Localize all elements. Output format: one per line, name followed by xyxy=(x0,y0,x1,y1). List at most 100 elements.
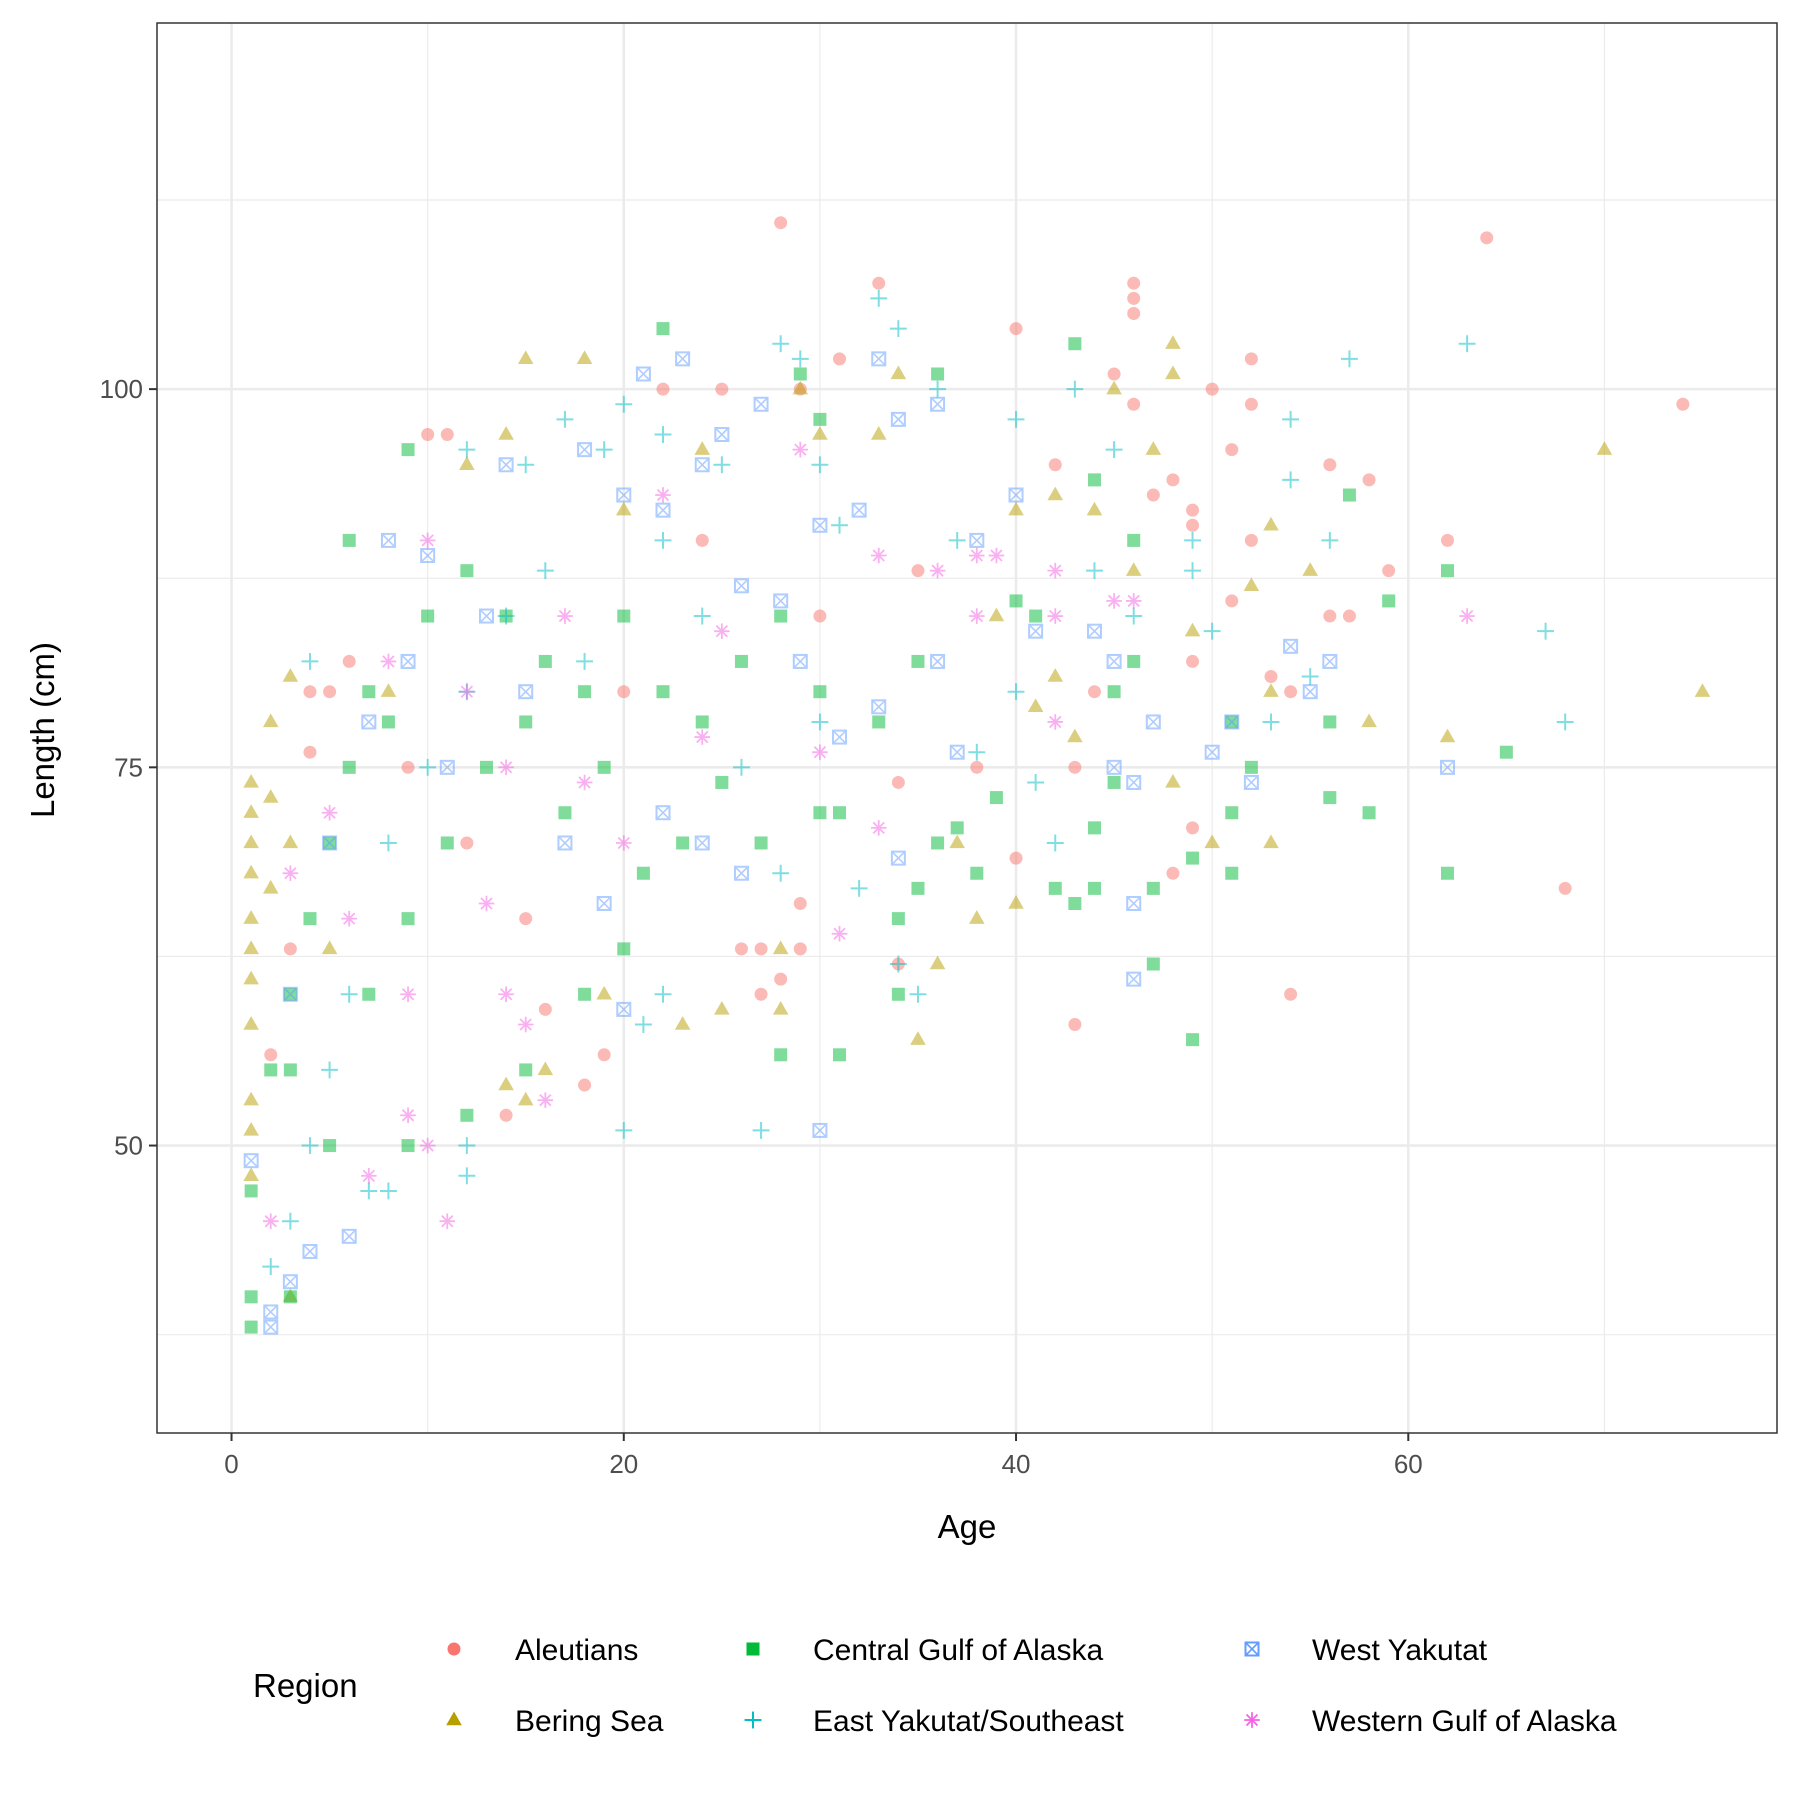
data-point xyxy=(243,804,259,818)
data-point xyxy=(970,866,984,880)
legend-key-icon xyxy=(1244,1712,1260,1728)
circle-marker xyxy=(754,942,768,956)
data-point xyxy=(969,547,985,564)
data-point xyxy=(243,1016,259,1030)
triangle-marker xyxy=(1027,698,1044,713)
circle-marker xyxy=(1244,352,1258,366)
data-point xyxy=(615,835,632,851)
asterisk-marker xyxy=(264,1215,277,1228)
data-point xyxy=(969,910,985,924)
data-point xyxy=(577,442,593,458)
data-point xyxy=(754,942,768,956)
triangle-marker xyxy=(243,1016,259,1030)
data-point xyxy=(244,1320,258,1334)
data-point xyxy=(615,501,632,516)
square-marker xyxy=(1107,775,1121,789)
data-point xyxy=(911,881,925,895)
data-point xyxy=(478,608,494,624)
square-cross-marker xyxy=(733,578,749,594)
asterisk-marker xyxy=(1049,564,1062,577)
square-cross-marker xyxy=(518,684,533,699)
square-marker xyxy=(872,715,886,729)
data-point xyxy=(1106,759,1122,775)
square-cross-marker xyxy=(478,608,494,624)
data-point xyxy=(1127,654,1141,668)
data-point xyxy=(362,987,376,1001)
data-point xyxy=(578,685,592,699)
legend-label: Western Gulf of Alaska xyxy=(1312,1705,1617,1738)
data-point xyxy=(969,608,985,624)
square-cross-marker xyxy=(773,593,789,609)
triangle-marker xyxy=(243,774,259,788)
circle-marker xyxy=(774,216,788,230)
data-point xyxy=(478,895,495,912)
asterisk-marker xyxy=(1245,1713,1259,1727)
data-point xyxy=(401,443,415,457)
data-point xyxy=(772,940,789,955)
triangle-marker xyxy=(1165,774,1181,788)
legend-label: West Yakutat xyxy=(1312,1634,1488,1667)
data-point xyxy=(1008,501,1024,516)
circle-marker xyxy=(1127,306,1141,320)
data-point xyxy=(774,1048,788,1062)
data-point xyxy=(360,1182,378,1200)
asterisk-marker xyxy=(617,836,630,850)
triangle-marker xyxy=(517,1091,534,1106)
square-marker xyxy=(813,806,827,820)
triangle-marker xyxy=(812,426,828,440)
square-cross-marker xyxy=(1028,623,1044,639)
data-point xyxy=(321,1061,339,1079)
square-cross-marker xyxy=(1243,774,1259,790)
square-cross-marker xyxy=(832,729,848,745)
data-point xyxy=(715,775,729,789)
data-point xyxy=(656,685,670,699)
asterisk-marker xyxy=(872,549,885,562)
triangle-marker xyxy=(243,940,259,955)
square-marker xyxy=(1323,715,1337,729)
data-point xyxy=(676,836,690,850)
square-marker xyxy=(1186,1033,1200,1047)
points xyxy=(243,216,1711,1335)
data-point xyxy=(929,380,947,398)
asterisk-marker xyxy=(499,761,513,774)
circle-marker xyxy=(1068,1018,1082,1032)
data-point xyxy=(596,985,612,1000)
asterisk-marker xyxy=(499,988,513,1001)
square-cross-marker xyxy=(322,835,338,851)
data-point xyxy=(597,1048,611,1062)
square-marker xyxy=(362,987,376,1001)
data-point xyxy=(1166,866,1180,880)
square-marker xyxy=(578,685,592,699)
data-point xyxy=(772,864,790,882)
data-point xyxy=(1106,653,1122,669)
triangle-marker xyxy=(243,864,259,879)
data-point xyxy=(1244,760,1258,774)
square-cross-marker xyxy=(733,865,749,881)
data-point xyxy=(1086,562,1103,580)
data-point xyxy=(1126,774,1142,790)
data-point xyxy=(519,715,533,729)
triangle-marker xyxy=(537,1061,554,1076)
square-cross-marker xyxy=(1126,971,1142,987)
data-point xyxy=(889,955,907,973)
data-point xyxy=(243,864,259,879)
data-point xyxy=(578,1078,592,1092)
data-point xyxy=(1263,834,1279,849)
square-cross-marker xyxy=(361,714,377,730)
data-point xyxy=(694,729,711,745)
asterisk-marker xyxy=(362,1169,375,1182)
legend-label: East Yakutat/Southeast xyxy=(813,1705,1124,1738)
square-cross-marker xyxy=(616,1001,632,1017)
data-point xyxy=(380,532,396,548)
data-point xyxy=(1459,608,1475,624)
square-cross-marker xyxy=(1322,654,1337,669)
data-point xyxy=(929,955,946,970)
data-point xyxy=(1262,713,1280,731)
data-point xyxy=(889,320,907,338)
square-cross-marker xyxy=(714,427,730,443)
data-point xyxy=(1243,577,1260,591)
square-cross-marker xyxy=(1244,775,1259,790)
data-point xyxy=(911,654,925,668)
square-marker xyxy=(833,806,847,820)
square-cross-marker xyxy=(930,654,945,669)
